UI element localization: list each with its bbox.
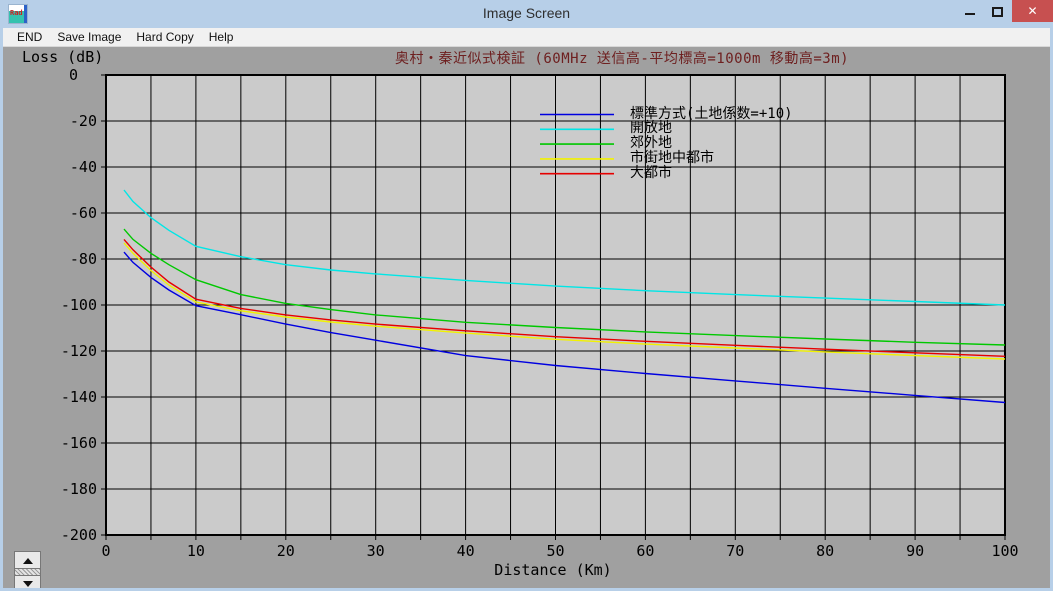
y-tick-label: -60 bbox=[69, 204, 97, 222]
menu-item-help[interactable]: Help bbox=[208, 30, 234, 44]
app-icon-teal-block bbox=[9, 11, 24, 23]
y-tick-label: -80 bbox=[69, 250, 97, 268]
y-tick-label: -200 bbox=[60, 526, 97, 544]
x-tick-label: 0 bbox=[101, 542, 111, 560]
curve-市街地中都市 bbox=[123, 242, 1006, 360]
menu-item-end[interactable]: END bbox=[17, 30, 43, 44]
menu-item-hard-copy[interactable]: Hard Copy bbox=[136, 30, 194, 44]
scroll-down-button[interactable] bbox=[14, 575, 41, 588]
legend-label: 郊外地 bbox=[630, 135, 672, 152]
curve-郊外地 bbox=[123, 228, 1006, 346]
curve-大都市 bbox=[123, 238, 1006, 357]
scrollbar-track bbox=[14, 569, 41, 575]
legend-label: 開放地 bbox=[630, 120, 672, 137]
window-titlebar: Rad Image Screen ✕ bbox=[0, 0, 1053, 28]
close-button[interactable]: ✕ bbox=[1012, 0, 1053, 22]
x-tick-label: 10 bbox=[186, 542, 205, 560]
scroll-up-button[interactable] bbox=[14, 551, 41, 569]
x-tick-label: 20 bbox=[276, 542, 295, 560]
x-tick-label: 30 bbox=[366, 542, 385, 560]
app-icon[interactable]: Rad bbox=[8, 4, 28, 24]
minimize-icon bbox=[965, 13, 975, 15]
y-axis-label: Loss (dB) bbox=[22, 48, 104, 66]
x-tick-label: 80 bbox=[816, 542, 835, 560]
y-tick-label: -160 bbox=[60, 434, 97, 452]
mini-scrollbar bbox=[14, 551, 41, 588]
y-tick-label: 0 bbox=[68, 66, 78, 84]
chart-canvas bbox=[101, 74, 1006, 540]
legend-label: 大都市 bbox=[630, 164, 672, 181]
y-tick-label: -180 bbox=[60, 480, 97, 498]
x-tick-label: 60 bbox=[636, 542, 655, 560]
y-tick-label: -40 bbox=[69, 158, 97, 176]
app-icon-blue-bar bbox=[24, 5, 27, 23]
y-tick-label: -140 bbox=[60, 388, 97, 406]
minimize-button[interactable] bbox=[956, 0, 984, 22]
arrow-up-icon bbox=[23, 558, 33, 564]
x-tick-label: 100 bbox=[991, 542, 1019, 560]
close-icon: ✕ bbox=[1027, 4, 1038, 18]
y-tick-label: -20 bbox=[69, 112, 97, 130]
menubar: END Save Image Hard Copy Help bbox=[3, 28, 1050, 47]
x-tick-label: 90 bbox=[906, 542, 925, 560]
chart-area: 奥村・秦近似式検証 (60MHz 送信高-平均標高=1000m 移動高=3m) … bbox=[3, 47, 1050, 588]
menu-item-save-image[interactable]: Save Image bbox=[57, 30, 122, 44]
app-icon-text: Rad bbox=[10, 9, 23, 17]
maximize-icon bbox=[992, 7, 1003, 17]
x-tick-label: 40 bbox=[456, 542, 475, 560]
chart-title: 奥村・秦近似式検証 (60MHz 送信高-平均標高=1000m 移動高=3m) bbox=[395, 51, 850, 67]
window-title: Image Screen bbox=[482, 5, 571, 21]
maximize-button[interactable] bbox=[984, 0, 1012, 22]
x-tick-label: 70 bbox=[726, 542, 745, 560]
x-tick-label: 50 bbox=[546, 542, 565, 560]
y-tick-label: -120 bbox=[60, 342, 97, 360]
legend-label: 標準方式(土地係数=+10) bbox=[630, 105, 793, 122]
y-tick-label: -100 bbox=[60, 296, 97, 314]
curve-標準方式(土地係数=+10) bbox=[123, 251, 1006, 404]
x-axis-label: Distance (Km) bbox=[494, 561, 612, 579]
curve-開放地 bbox=[123, 189, 1006, 306]
arrow-down-icon bbox=[23, 581, 33, 587]
legend-label: 市街地中都市 bbox=[630, 149, 714, 166]
